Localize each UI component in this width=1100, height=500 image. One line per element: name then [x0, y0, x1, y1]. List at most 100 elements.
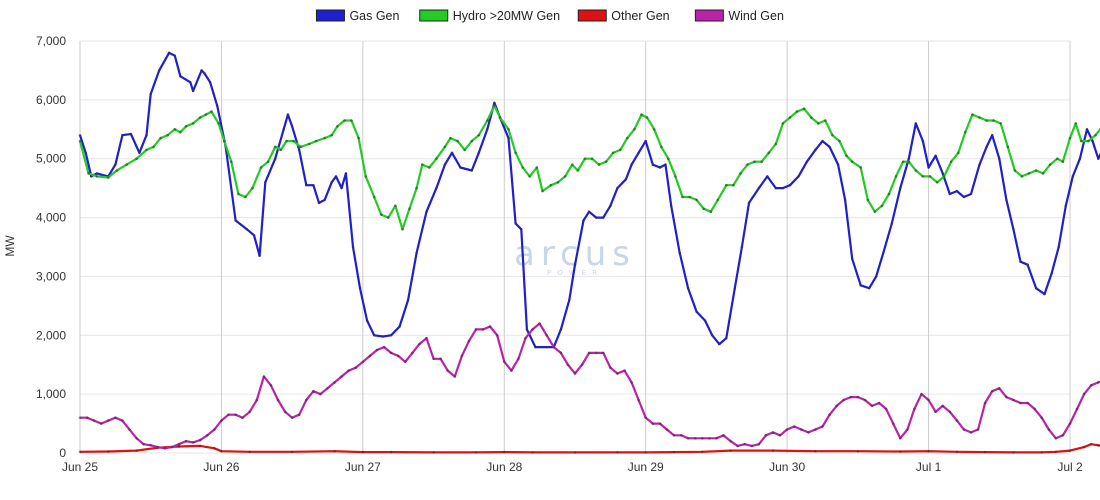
data-point [955, 419, 959, 422]
data-point [894, 175, 898, 178]
legend-item-gas-gen[interactable]: Gas Gen [315, 9, 400, 23]
data-point [678, 251, 681, 255]
data-point [87, 172, 90, 175]
data-point [935, 181, 939, 184]
data-point [703, 319, 707, 322]
data-point [563, 175, 567, 178]
x-tick-label: Jul 1 [916, 460, 942, 474]
data-point [746, 163, 749, 166]
legend-item-wind-gen[interactable]: Wind Gen [694, 9, 784, 23]
data-point [323, 136, 327, 140]
series-points-gas-gen [78, 51, 1100, 349]
data-point [128, 428, 131, 431]
data-point [597, 163, 601, 166]
data-point [477, 133, 481, 137]
data-point [312, 183, 315, 187]
data-point [609, 204, 612, 208]
data-point [382, 345, 386, 349]
x-axis-tick-labels: Jun 25 Jun 26 Jun 27 Jun 28 Jun 29 Jun 30 Jul … [62, 460, 1083, 474]
data-point [297, 413, 301, 417]
data-point [1061, 160, 1065, 163]
legend-item-other-gen[interactable]: Other Gen [577, 9, 670, 23]
data-point [129, 132, 133, 136]
data-point [619, 148, 622, 152]
watermark-tagline: POWER [547, 269, 603, 277]
data-point [702, 207, 705, 210]
data-point [305, 183, 308, 187]
data-point [1094, 133, 1097, 137]
data-point [580, 363, 584, 367]
data-point [866, 198, 870, 202]
data-point [990, 133, 994, 137]
data-point [907, 160, 911, 163]
watermark-brand: arcus [514, 234, 636, 274]
data-point [1082, 445, 1086, 449]
data-point [955, 450, 959, 454]
data-point [372, 334, 376, 337]
data-point [725, 183, 728, 187]
data-point [1097, 444, 1100, 447]
data-point [573, 451, 577, 454]
data-point [314, 139, 318, 143]
data-point [107, 450, 110, 453]
y-tick-label: 2,000 [36, 328, 66, 342]
data-point [874, 275, 878, 278]
data-point [1026, 401, 1029, 405]
data-point [266, 160, 270, 163]
data-point [831, 133, 834, 137]
data-point [985, 119, 988, 122]
data-point [828, 145, 831, 149]
data-point [203, 72, 206, 75]
data-point [715, 437, 718, 440]
data-point [920, 392, 923, 396]
data-point [389, 450, 393, 454]
data-point [538, 322, 541, 325]
data-point [1019, 260, 1022, 264]
data-point [142, 442, 145, 446]
data-point [330, 181, 334, 184]
data-point [573, 263, 577, 267]
data-point [1048, 163, 1052, 166]
data-point [357, 136, 360, 140]
data-point [166, 133, 169, 137]
x-tick-label: Jun 27 [345, 460, 381, 474]
data-point [220, 449, 223, 453]
data-point [679, 434, 683, 437]
data-point [344, 172, 348, 175]
data-point [245, 228, 249, 231]
data-point [797, 175, 800, 178]
data-point [259, 166, 263, 169]
data-point [210, 110, 213, 113]
data-point [285, 139, 288, 143]
data-point [757, 442, 761, 446]
data-point [351, 245, 355, 249]
data-point [135, 157, 138, 160]
data-point [333, 449, 336, 453]
data-point [191, 441, 195, 444]
data-point [545, 334, 548, 337]
series-points-hydro-20mw-gen [78, 104, 1097, 231]
data-point [220, 419, 223, 422]
data-point [624, 178, 628, 181]
data-point [379, 213, 383, 216]
data-point [78, 133, 82, 137]
data-point [686, 286, 690, 290]
data-point [814, 428, 817, 431]
y-axis-tick-labels: 0 1,000 2,000 3,000 4,000 5,000 6,000 7,000 [36, 34, 66, 460]
data-point [921, 139, 925, 143]
data-point [1056, 157, 1059, 160]
data-point [115, 169, 119, 172]
series-line-hydro-20mw-gen [78, 104, 1100, 231]
data-point [387, 216, 390, 219]
data-point [432, 451, 435, 454]
data-point [583, 157, 587, 160]
data-point [665, 428, 669, 431]
data-point [559, 328, 563, 331]
data-point [890, 222, 894, 225]
legend-item-hydro-20mw-gen[interactable]: Hydro >20MW Gen [419, 9, 560, 23]
x-tick-label: Jun 28 [486, 460, 522, 474]
data-point [227, 413, 230, 417]
y-axis-title: MW [3, 235, 17, 257]
data-point [241, 416, 244, 420]
legend-label: Wind Gen [728, 9, 784, 23]
